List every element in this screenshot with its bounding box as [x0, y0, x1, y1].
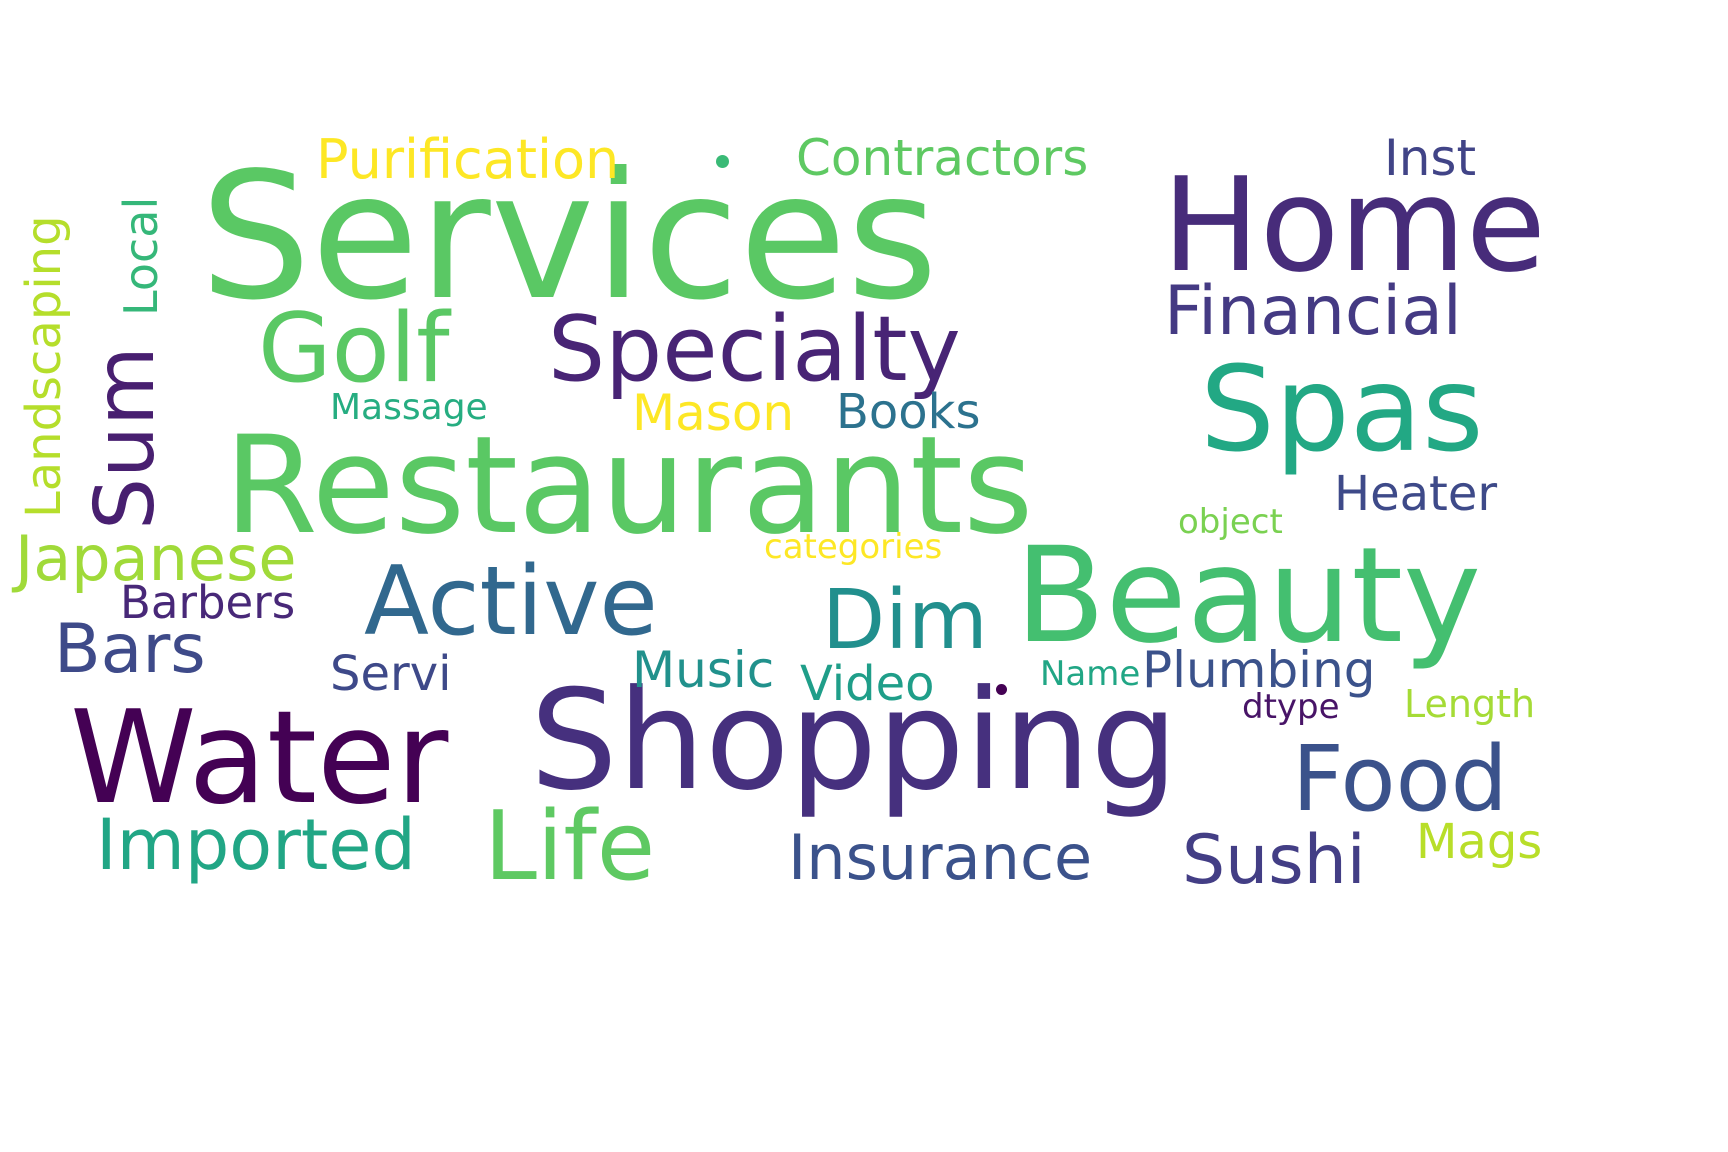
word-length: Length: [1404, 682, 1536, 726]
word-golf: Golf: [258, 294, 450, 404]
word-sushi: Sushi: [1182, 821, 1366, 900]
word-japanese: Japanese: [15, 522, 297, 595]
word-beauty: Beauty: [1015, 519, 1482, 673]
word-object: object: [1178, 502, 1283, 542]
word-dtype: dtype: [1242, 687, 1340, 727]
word-sum: Sum: [78, 346, 173, 530]
word-servi: Servi: [330, 646, 452, 702]
word-music: Music: [632, 641, 775, 699]
word-financial: Financial: [1164, 272, 1462, 351]
word-bars: Bars: [54, 610, 206, 689]
word-barbers: Barbers: [120, 576, 296, 629]
word-name: Name: [1040, 654, 1141, 694]
dot-after-purification: [716, 155, 729, 168]
word-inst: Inst: [1384, 129, 1477, 187]
word-categories: categories: [764, 527, 943, 567]
word-video: Video: [800, 656, 935, 712]
word-restaurants: Restaurants: [224, 407, 1034, 564]
word-mason: Mason: [632, 384, 795, 442]
word-specialty: Specialty: [548, 297, 961, 402]
word-services: Services: [200, 136, 938, 339]
word-shopping: Shopping: [530, 660, 1179, 821]
word-books: Books: [836, 384, 981, 440]
word-dim: Dim: [822, 573, 988, 668]
word-heater: Heater: [1334, 466, 1498, 522]
word-life: Life: [484, 792, 656, 902]
word-landscaping: Landscaping: [16, 215, 72, 518]
word-local: Local: [114, 196, 168, 316]
word-contractors: Contractors: [796, 129, 1089, 187]
word-insurance: Insurance: [788, 821, 1093, 894]
word-mags: Mags: [1416, 814, 1543, 870]
word-active: Active: [364, 547, 658, 657]
word-spas: Spas: [1200, 340, 1484, 478]
word-massage: Massage: [330, 387, 488, 428]
word-plumbing: Plumbing: [1142, 641, 1376, 699]
word-purification: Purification: [316, 128, 620, 191]
word-home: Home: [1162, 149, 1546, 301]
word-food: Food: [1292, 727, 1508, 832]
dot-after-video: [996, 684, 1007, 695]
word-imported: Imported: [96, 804, 416, 886]
word-water: Water: [70, 684, 449, 833]
